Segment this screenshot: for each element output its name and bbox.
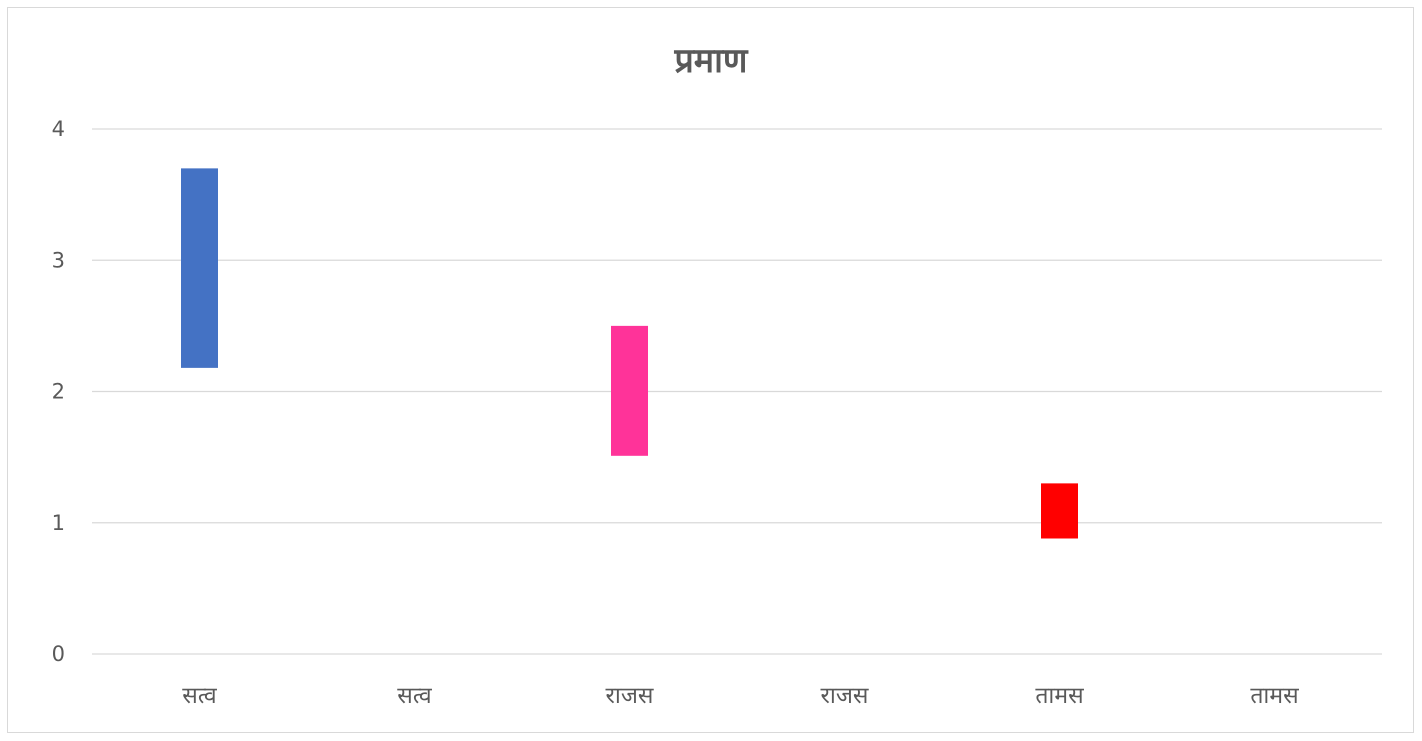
chart-title: प्रमाण	[674, 41, 748, 81]
y-tick-label: 4	[52, 117, 65, 141]
y-tick-label: 3	[52, 248, 65, 272]
x-category-label: सत्व	[182, 683, 218, 709]
x-category-label: सत्व	[397, 683, 433, 709]
bar-0	[181, 168, 218, 368]
y-tick-label: 1	[52, 511, 65, 535]
x-category-label: तामस	[1250, 683, 1299, 709]
bar-4	[1041, 483, 1078, 539]
x-category-label: राजस	[606, 683, 654, 709]
gridlines	[92, 128, 1382, 655]
chart-frame	[7, 7, 1414, 733]
bars	[181, 168, 1078, 539]
bar-2	[611, 325, 648, 456]
y-tick-label: 0	[52, 642, 65, 666]
x-axis-categories: सत्व सत्व राजस राजस तामस तामस	[182, 683, 1299, 709]
y-tick-label: 2	[52, 380, 65, 404]
y-axis-ticks: 0 1 2 3 4	[52, 117, 65, 666]
x-category-label: राजस	[821, 683, 869, 709]
x-category-label: तामस	[1035, 683, 1084, 709]
